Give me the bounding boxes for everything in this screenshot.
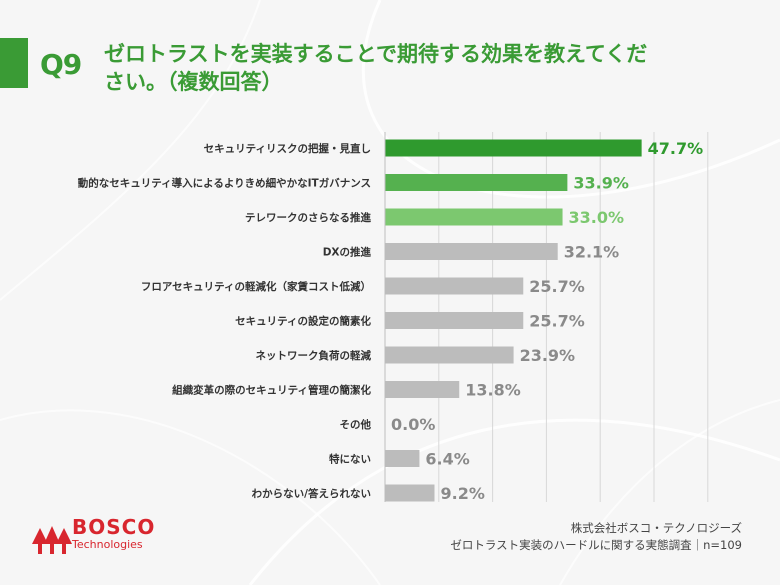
- value-label: 33.9%: [573, 174, 629, 193]
- category-label: フロアセキュリティの軽減化（家賃コスト低減）: [141, 280, 371, 293]
- category-label: 特にない: [329, 453, 371, 466]
- source-survey: ゼロトラスト実装のハードルに関する実態調査｜n=109: [450, 538, 742, 552]
- category-label: セキュリティリスクの把握・見直し: [204, 142, 371, 155]
- value-label: 9.2%: [440, 484, 484, 503]
- value-label: 23.9%: [520, 346, 576, 365]
- value-label: 47.7%: [648, 139, 704, 158]
- value-label: 0.0%: [391, 415, 435, 434]
- value-label: 33.0%: [569, 208, 625, 227]
- source-note: 株式会社ボスコ・テクノロジーズ ゼロトラスト実装のハードルに関する実態調査｜n=…: [450, 520, 742, 554]
- value-label: 32.1%: [564, 243, 620, 262]
- category-label: ネットワーク負荷の軽減: [256, 349, 372, 362]
- bar: [385, 277, 524, 295]
- category-label: セキュリティの設定の簡素化: [235, 315, 371, 328]
- value-label: 25.7%: [529, 277, 585, 296]
- value-label: 25.7%: [529, 312, 585, 331]
- bar: [385, 381, 460, 398]
- category-label: テレワークのさらなる推進: [245, 211, 371, 224]
- bar: [385, 484, 435, 502]
- bar: [385, 450, 420, 467]
- bar: [385, 312, 524, 329]
- bar: [385, 139, 642, 157]
- question-title-line1: ゼロトラストを実装することで期待する効果を教えてくだ: [104, 42, 648, 66]
- question-accent-bar: [0, 38, 28, 88]
- category-label: 動的なセキュリティ導入によるよりきめ細やかなITガバナンス: [78, 177, 371, 190]
- logo-sub-text: Technologies: [72, 538, 143, 551]
- category-label: 組織変革の際のセキュリティ管理の簡潔化: [172, 384, 371, 397]
- question-title: ゼロトラストを実装することで期待する効果を教えてくだ さい。（複数回答）: [104, 40, 744, 96]
- bosco-logo-icon: [32, 526, 72, 554]
- question-title-line2: さい。（複数回答）: [104, 70, 283, 94]
- value-label: 13.8%: [465, 381, 521, 400]
- category-label: DXの推進: [323, 246, 372, 259]
- question-number: Q9: [40, 48, 82, 81]
- value-label: 6.4%: [425, 450, 469, 469]
- category-label: わからない/答えられない: [252, 487, 371, 500]
- source-company: 株式会社ボスコ・テクノロジーズ: [570, 521, 742, 535]
- logo-main-text: BOSCO: [72, 515, 156, 539]
- bar: [385, 346, 514, 364]
- bar: [385, 174, 568, 191]
- logo-text: BOSCO Technologies: [72, 516, 155, 551]
- bar: [385, 243, 558, 260]
- category-label: その他: [340, 418, 372, 431]
- bar: [385, 208, 563, 226]
